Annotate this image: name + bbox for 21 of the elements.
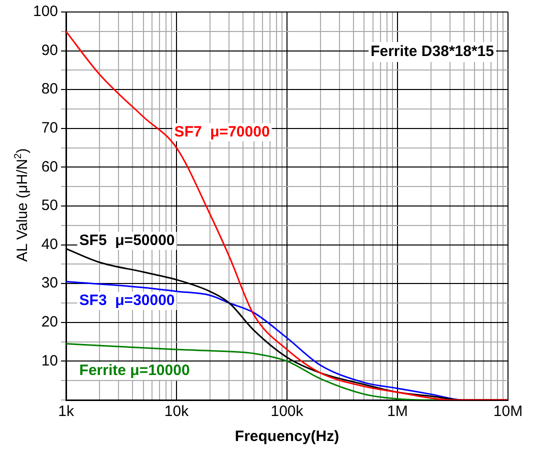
y-tick-label: 80 [41,80,58,98]
x-tick-label: 1k [58,403,74,420]
y-tick-label: 100 [32,3,58,20]
y-tick-label: 70 [41,120,58,137]
annotation: Ferrite D38*18*15 [370,43,494,60]
x-tick-label: 10k [164,403,190,420]
y-tick-label: 40 [41,236,58,253]
x-tick-label: 100k [270,403,304,420]
x-axis-title: Frequency(Hz) [234,428,340,446]
y-tick-label: 10 [41,352,58,370]
y-tick-label: 20 [41,314,58,331]
x-tick-label: 10M [493,403,523,420]
y-tick-label: 50 [41,197,58,214]
series-label: SF5 μ=50000 [79,232,175,250]
y-tick-label: 60 [41,158,58,176]
series-label: SF3 μ=30000 [79,292,175,310]
series-label: Ferrite μ=10000 [79,362,190,380]
x-tick-label: 1M [387,403,408,420]
y-tick-label: 30 [41,274,58,292]
series-label: SF7 μ=70000 [174,123,270,140]
y-tick-label: 90 [41,42,58,59]
